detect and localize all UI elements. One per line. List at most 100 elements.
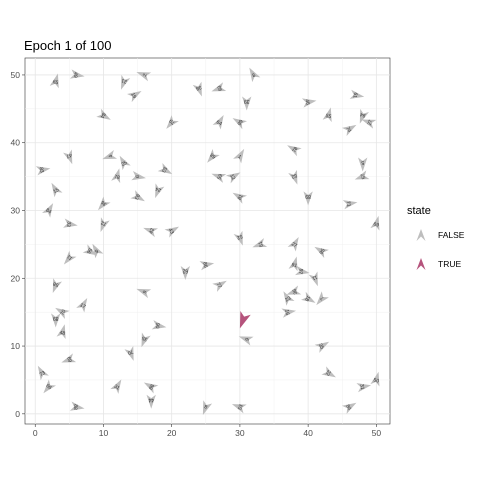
agent-false: 65 xyxy=(49,73,59,89)
agent-label: 27 xyxy=(290,241,298,249)
agent-label: 18 xyxy=(303,294,311,302)
agent-false: 90 xyxy=(151,320,167,330)
agent-true xyxy=(239,310,251,329)
agent-label: 4 xyxy=(108,153,115,158)
plot-panel xyxy=(24,57,391,425)
agent-arrow xyxy=(124,346,134,361)
y-tick-label: 30 xyxy=(11,206,21,216)
agent-arrow xyxy=(143,227,159,238)
agent-false: 21 xyxy=(120,74,131,90)
agent-arrow xyxy=(341,402,357,414)
y-tick-label: 20 xyxy=(11,273,21,283)
agent-arrow xyxy=(358,157,368,172)
agent-arrow xyxy=(212,280,227,292)
agent-arrow xyxy=(121,74,131,90)
y-tick-label: 40 xyxy=(11,138,21,148)
agent-arrow xyxy=(232,118,248,130)
agent-false: 36 xyxy=(97,196,111,211)
agent-arrow xyxy=(96,108,111,120)
agent-arrow xyxy=(131,171,146,181)
agent-label: 42 xyxy=(148,227,156,234)
agent-false: 24 xyxy=(155,183,165,199)
agent-label: 89 xyxy=(305,193,311,199)
agent-label: 9 xyxy=(94,249,100,256)
agent-arrow xyxy=(211,173,227,183)
agent-arrow xyxy=(321,366,336,378)
agent-false: 49 xyxy=(69,69,85,79)
agent-label: 19 xyxy=(129,92,137,100)
agent-false: 89 xyxy=(51,313,61,328)
agent-label: 36 xyxy=(292,288,300,295)
agent-false: 11 xyxy=(308,271,318,287)
agent-arrow xyxy=(51,313,61,328)
agent-false: 18 xyxy=(301,291,316,303)
agent-false: 2 xyxy=(136,72,152,82)
agent-label: 56 xyxy=(85,247,93,255)
agent-arrow xyxy=(287,237,299,252)
agent-arrow xyxy=(225,172,241,184)
agent-false: 19 xyxy=(127,91,142,103)
agent-arrow xyxy=(141,332,151,348)
agent-false: 35 xyxy=(141,332,151,348)
agent-arrow xyxy=(136,72,152,82)
agent-label: 69 xyxy=(66,355,74,362)
agent-arrow xyxy=(370,215,380,231)
legend-key-true xyxy=(416,258,426,270)
agent-false: 78 xyxy=(287,145,302,157)
agent-arrow xyxy=(136,288,152,299)
agent-false: 8 xyxy=(202,400,213,416)
legend-key-false xyxy=(416,229,426,241)
agent-label: 84 xyxy=(98,111,106,119)
agent-label: 25 xyxy=(121,160,129,168)
agent-label: 11 xyxy=(311,274,318,281)
agent-label: 81 xyxy=(237,193,245,201)
agent-arrow xyxy=(286,285,302,295)
agent-label: 73 xyxy=(39,370,47,378)
agent-label: 84 xyxy=(44,207,52,215)
agent-false: 5 xyxy=(358,157,368,172)
agent-false: 52 xyxy=(288,169,298,185)
agent-label: 44 xyxy=(148,396,154,402)
agent-false: 95 xyxy=(314,246,329,258)
agent-label: 86 xyxy=(201,262,208,269)
agent-false: 35 xyxy=(314,341,330,353)
agent-label: 71 xyxy=(345,201,352,208)
agent-label: 70 xyxy=(59,309,67,317)
legend-label-false: FALSE xyxy=(438,230,465,240)
agent-arrow xyxy=(51,182,63,198)
agent-arrow xyxy=(110,379,122,394)
agent-arrow xyxy=(97,196,111,211)
agent-false: 31 xyxy=(110,379,122,394)
agent-label: 22 xyxy=(324,369,332,377)
agent-arrow xyxy=(252,238,268,248)
agent-false: 99 xyxy=(43,379,57,394)
legend-entry-false: FALSE xyxy=(416,229,465,241)
agent-arrow xyxy=(301,291,316,303)
agent-label: 12 xyxy=(228,173,236,181)
agent-false: 88 xyxy=(69,401,85,411)
agent-label: 69 xyxy=(373,221,380,228)
agent-arrow xyxy=(52,278,62,294)
agent-false: 78 xyxy=(111,168,121,184)
agent-arrow xyxy=(119,155,131,171)
agent-false: 17 xyxy=(76,298,88,313)
agent-arrow xyxy=(287,145,302,157)
agent-arrow xyxy=(69,69,85,79)
agent-arrow xyxy=(249,67,261,83)
agent-arrow xyxy=(301,98,317,108)
agent-false: 42 xyxy=(143,227,159,238)
agent-arrow xyxy=(283,291,295,306)
agent-false: 93 xyxy=(130,190,145,202)
agent-label: 47 xyxy=(65,152,72,160)
agent-label: 38 xyxy=(195,84,202,92)
agent-false: 12 xyxy=(225,172,241,184)
agent-false: 61 xyxy=(349,89,365,99)
agent-label: 93 xyxy=(133,193,141,201)
agent-false: 55 xyxy=(322,107,332,123)
agent-label: 46 xyxy=(304,99,311,106)
agent-label: 52 xyxy=(290,172,297,180)
agent-false: 44 xyxy=(146,394,156,409)
agent-label: 62 xyxy=(182,268,188,274)
agent-false: 93 xyxy=(211,82,227,92)
